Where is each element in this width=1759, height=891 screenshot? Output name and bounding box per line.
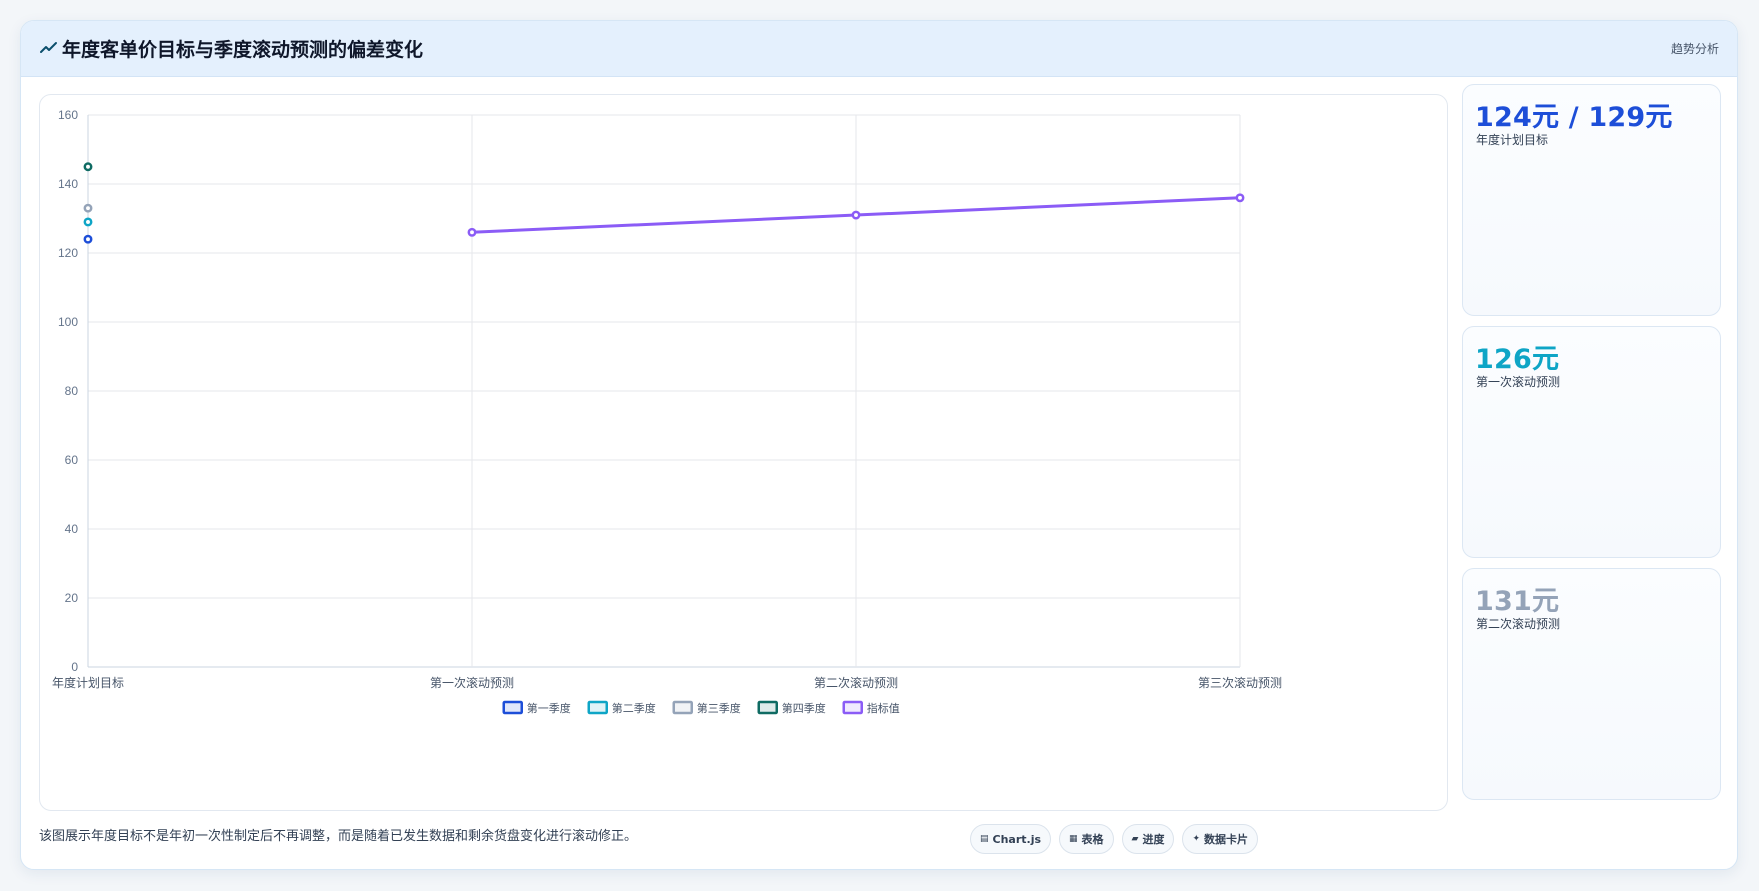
data-point: [467, 227, 477, 237]
tag-chartjs[interactable]: ▤ Chart.js: [970, 824, 1052, 854]
legend-label: 指标值: [867, 701, 900, 715]
chart-icon: ▤: [980, 834, 989, 844]
stat-label: 年度计划目标: [1476, 133, 1549, 147]
line-chart: 0 20 40 60 80 100 120 140 160 年度计划目标 第一次滚动预测 第二次滚动预…: [52, 108, 1282, 715]
data-point: [83, 162, 93, 172]
table-icon: ▦: [1069, 834, 1078, 844]
data-point: [1235, 193, 1245, 203]
legend-swatch: [502, 700, 523, 715]
tag-label: 表格: [1081, 833, 1104, 846]
y-tick-label: 0: [71, 660, 78, 674]
feature-tags: ▤ Chart.js ▦ 表格 ▰ 进度 ✦ 数据卡片: [970, 824, 1259, 854]
stat-label: 第二次滚动预测: [1476, 617, 1561, 631]
x-tick-label: 年度计划目标: [52, 675, 124, 690]
stat-value: 126元: [1475, 344, 1560, 375]
legend-label: 第二季度: [612, 701, 656, 715]
legend-swatch: [757, 700, 778, 715]
y-tick-label: 160: [58, 108, 78, 122]
stat-value: 124元 / 129元: [1475, 102, 1673, 133]
y-tick-label: 80: [65, 384, 79, 398]
chart-footnote: 该图展示年度目标不是年初一次性制定后不再调整，而是随着已发生数据和剩余货盘变化进…: [39, 829, 638, 844]
stat-card-first-forecast: 126元 第一次滚动预测: [1462, 326, 1721, 558]
stat-label: 第一次滚动预测: [1476, 375, 1561, 389]
page-title: 年度客单价目标与季度滚动预测的偏差变化: [62, 39, 424, 61]
x-tick-label: 第一次滚动预测: [430, 675, 514, 690]
data-point: [83, 217, 93, 227]
stat-value: 131元: [1475, 586, 1560, 617]
legend-swatch: [587, 700, 608, 715]
data-point: [83, 203, 93, 213]
legend-label: 第一季度: [527, 701, 571, 715]
tag-label: 数据卡片: [1204, 833, 1249, 846]
data-card-icon: ✦: [1192, 834, 1201, 844]
data-point: [83, 234, 93, 244]
legend-swatch: [842, 700, 863, 715]
legend-label: 第三季度: [697, 701, 741, 715]
stat-card-annual-target: 124元 / 129元 年度计划目标: [1462, 84, 1721, 316]
tag-progress[interactable]: ▰ 进度: [1121, 824, 1175, 854]
tag-label: Chart.js: [992, 832, 1042, 846]
y-tick-label: 140: [58, 177, 78, 191]
trend-analysis-label: 趋势分析: [1670, 42, 1719, 56]
progress-icon: ▰: [1131, 834, 1139, 844]
x-tick-label: 第二次滚动预测: [814, 675, 898, 690]
data-point: [851, 210, 861, 220]
card-header: 年度客单价目标与季度滚动预测的偏差变化 趋势分析: [21, 21, 1737, 77]
stat-card-second-forecast: 131元 第二次滚动预测: [1462, 568, 1721, 800]
tag-table[interactable]: ▦ 表格: [1059, 824, 1114, 854]
y-tick-label: 120: [58, 246, 78, 260]
x-tick-label: 第三次滚动预测: [1198, 675, 1282, 690]
y-tick-label: 60: [65, 453, 79, 467]
chart-card: 年度客单价目标与季度滚动预测的偏差变化 趋势分析 0 20 40 60 80 100 120…: [20, 20, 1738, 870]
tag-label: 进度: [1142, 833, 1165, 846]
y-tick-label: 20: [65, 591, 79, 605]
y-tick-label: 100: [58, 315, 78, 329]
y-tick-label: 40: [65, 522, 79, 536]
trend-line-icon: [40, 42, 57, 53]
legend-label: 第四季度: [782, 701, 826, 715]
legend-swatch: [672, 700, 693, 715]
tag-data-card[interactable]: ✦ 数据卡片: [1182, 824, 1259, 854]
chart-panel: 0 20 40 60 80 100 120 140 160 年度计划目标 第一次滚动预测 第二次滚动预…: [39, 94, 1448, 811]
